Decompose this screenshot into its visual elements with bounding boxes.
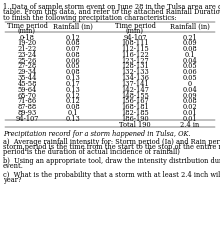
Text: 71-86: 71-86 <box>17 97 37 105</box>
Text: a)  Average rainfall intensity for: Storm period (Ia) and Rain period (Ir) (Note: a) Average rainfall intensity for: Storm… <box>3 138 220 146</box>
Text: 29-34: 29-34 <box>17 68 37 76</box>
Text: 0.08: 0.08 <box>183 45 197 53</box>
Text: 186-190: 186-190 <box>121 115 149 123</box>
Text: Time period: Time period <box>7 22 48 30</box>
Text: 142-147: 142-147 <box>121 86 149 94</box>
Text: 0.09: 0.09 <box>183 39 197 47</box>
Text: 0.12: 0.12 <box>66 97 80 105</box>
Text: 0.04: 0.04 <box>183 86 197 94</box>
Text: 45-58: 45-58 <box>17 80 37 88</box>
Text: event.: event. <box>3 162 24 170</box>
Text: 116-122: 116-122 <box>121 51 149 59</box>
Text: 2.4 in: 2.4 in <box>180 121 200 129</box>
Text: table. From this data, and refer to the attached Rainfall Duration Frequency cha: table. From this data, and refer to the … <box>3 8 220 16</box>
Text: 0.13: 0.13 <box>66 115 80 123</box>
Text: 0.01: 0.01 <box>183 115 197 123</box>
Text: storm period is the time from the start to the stop of the entire rain event; ra: storm period is the time from the start … <box>3 143 220 151</box>
Text: Rainfall (in): Rainfall (in) <box>170 22 210 30</box>
Text: 35-44: 35-44 <box>17 74 37 82</box>
Text: 0.02: 0.02 <box>183 103 197 111</box>
Text: 168-181: 168-181 <box>121 103 149 111</box>
Text: 94-107: 94-107 <box>15 115 39 123</box>
Text: 0.08: 0.08 <box>66 51 80 59</box>
Text: 0.08: 0.08 <box>66 103 80 111</box>
Text: 123-127: 123-127 <box>121 57 149 65</box>
Text: Rainfall (in): Rainfall (in) <box>53 22 93 30</box>
Text: 0.04: 0.04 <box>183 57 197 65</box>
Text: 0.12: 0.12 <box>66 33 80 41</box>
Text: 0.08: 0.08 <box>66 39 80 47</box>
Text: 23-24: 23-24 <box>17 51 37 59</box>
Text: 25-26: 25-26 <box>17 57 37 65</box>
Text: 0.17: 0.17 <box>66 80 80 88</box>
Text: 137-141: 137-141 <box>121 80 149 88</box>
Text: 0.05: 0.05 <box>183 74 197 82</box>
Text: 132-133: 132-133 <box>121 68 149 76</box>
Text: year?: year? <box>3 176 21 184</box>
Text: Precipitation record for a storm happened in Tulsa, OK.: Precipitation record for a storm happene… <box>3 131 191 139</box>
Text: c)  What is the probability that a storm with at least 2.4 inch will occur in Tu: c) What is the probability that a storm … <box>3 171 220 179</box>
Text: 59-64: 59-64 <box>17 86 37 94</box>
Text: 0.08: 0.08 <box>66 68 80 76</box>
Text: 65-70: 65-70 <box>18 92 37 99</box>
Text: 19-20: 19-20 <box>17 39 37 47</box>
Text: 0: 0 <box>188 80 192 88</box>
Text: 0.06: 0.06 <box>66 57 80 65</box>
Text: 0.13: 0.13 <box>66 74 80 82</box>
Text: Time period: Time period <box>115 22 156 30</box>
Text: 21-22: 21-22 <box>17 45 37 53</box>
Text: 182-185: 182-185 <box>121 109 149 117</box>
Text: 148-155: 148-155 <box>121 92 149 99</box>
Text: 0.08: 0.08 <box>183 97 197 105</box>
Text: 0.1: 0.1 <box>185 51 195 59</box>
Text: (min): (min) <box>126 27 144 35</box>
Text: 128-131: 128-131 <box>121 63 149 71</box>
Text: 0.05: 0.05 <box>183 63 197 71</box>
Text: 89-93: 89-93 <box>17 109 37 117</box>
Text: 108-111: 108-111 <box>121 39 149 47</box>
Text: 0.1: 0.1 <box>68 109 78 117</box>
Text: 0.06: 0.06 <box>183 68 197 76</box>
Text: b)  Using an appropriate tool, draw the intensity distribution during this storm: b) Using an appropriate tool, draw the i… <box>3 157 220 165</box>
Text: 0.09: 0.09 <box>183 92 197 99</box>
Text: Total 190: Total 190 <box>119 121 151 129</box>
Text: 0.05: 0.05 <box>66 63 80 71</box>
Text: period is the duration of actual incidence of rainfall): period is the duration of actual inciden… <box>3 148 180 156</box>
Text: 134-136: 134-136 <box>121 74 149 82</box>
Text: 0.12: 0.12 <box>66 92 80 99</box>
Text: 0.01: 0.01 <box>183 109 197 117</box>
Text: to finish the following precipitation characteristics:: to finish the following precipitation ch… <box>3 14 177 22</box>
Text: 0.21: 0.21 <box>183 33 197 41</box>
Text: 112-115: 112-115 <box>121 45 149 53</box>
Text: (min): (min) <box>18 27 36 35</box>
Text: 87-88: 87-88 <box>17 103 37 111</box>
Text: 27-28: 27-28 <box>17 63 37 71</box>
Text: 156-167: 156-167 <box>121 97 149 105</box>
Text: 0.13: 0.13 <box>66 86 80 94</box>
Text: 0-18: 0-18 <box>20 33 35 41</box>
Text: 1. Data of sample storm event on June 28 in the Tulsa area are given in the foll: 1. Data of sample storm event on June 28… <box>3 3 220 11</box>
Text: 94-107: 94-107 <box>123 33 147 41</box>
Text: 0.07: 0.07 <box>66 45 80 53</box>
